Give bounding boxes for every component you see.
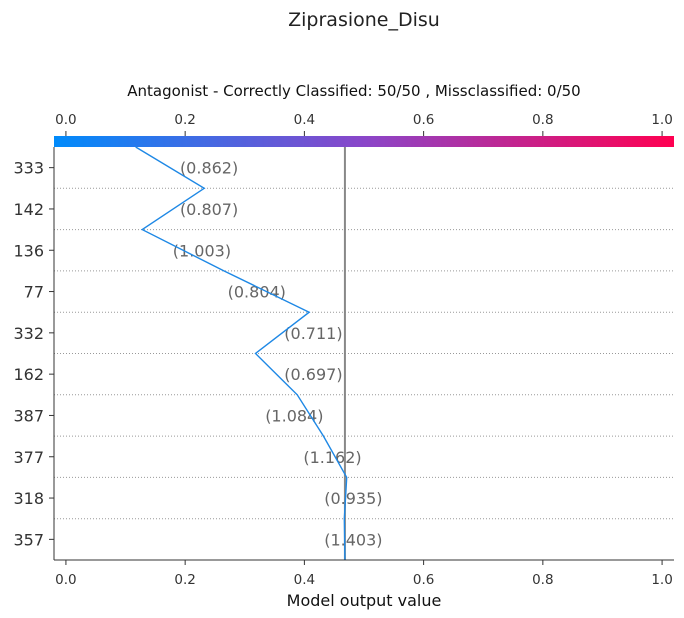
decision-path-line — [135, 146, 348, 561]
bottom-tick-label: 0.0 — [55, 572, 76, 588]
feature-label: 332 — [13, 324, 44, 343]
chart-title: Ziprasione_Disu — [288, 9, 440, 31]
feature-value-label: (0.804) — [228, 283, 286, 302]
feature-value-label: (0.807) — [180, 200, 238, 219]
feature-value-label: (0.697) — [284, 365, 342, 384]
feature-label: 77 — [24, 283, 44, 302]
feature-label: 142 — [13, 200, 44, 219]
feature-label: 162 — [13, 365, 44, 384]
colorbar — [54, 136, 674, 147]
top-tick-label: 0.8 — [532, 112, 553, 128]
top-tick-label: 0.6 — [413, 112, 434, 128]
bottom-tick-label: 0.6 — [413, 572, 434, 588]
feature-value-label: (1.003) — [173, 241, 231, 260]
feature-label: 387 — [13, 406, 44, 425]
x-axis-label: Model output value — [287, 591, 442, 610]
feature-label: 318 — [13, 489, 44, 508]
feature-value-label: (1.084) — [265, 406, 323, 425]
top-tick-label: 0.0 — [55, 112, 76, 128]
bottom-tick-label: 0.8 — [532, 572, 553, 588]
feature-label: 136 — [13, 241, 44, 260]
feature-label: 333 — [13, 159, 44, 178]
feature-label: 357 — [13, 530, 44, 549]
feature-label: 377 — [13, 448, 44, 467]
bottom-tick-label: 0.4 — [294, 572, 315, 588]
bottom-tick-label: 1.0 — [651, 572, 672, 588]
bottom-tick-label: 0.2 — [174, 572, 195, 588]
chart-subtitle: Antagonist - Correctly Classified: 50/50… — [127, 82, 580, 100]
feature-value-label: (1.403) — [324, 530, 382, 549]
top-tick-label: 0.2 — [174, 112, 195, 128]
top-tick-label: 0.4 — [294, 112, 315, 128]
feature-value-label: (0.711) — [284, 324, 342, 343]
feature-value-label: (1.162) — [303, 448, 361, 467]
top-tick-label: 1.0 — [651, 112, 672, 128]
feature-value-label: (0.862) — [180, 159, 238, 178]
feature-value-label: (0.935) — [324, 489, 382, 508]
